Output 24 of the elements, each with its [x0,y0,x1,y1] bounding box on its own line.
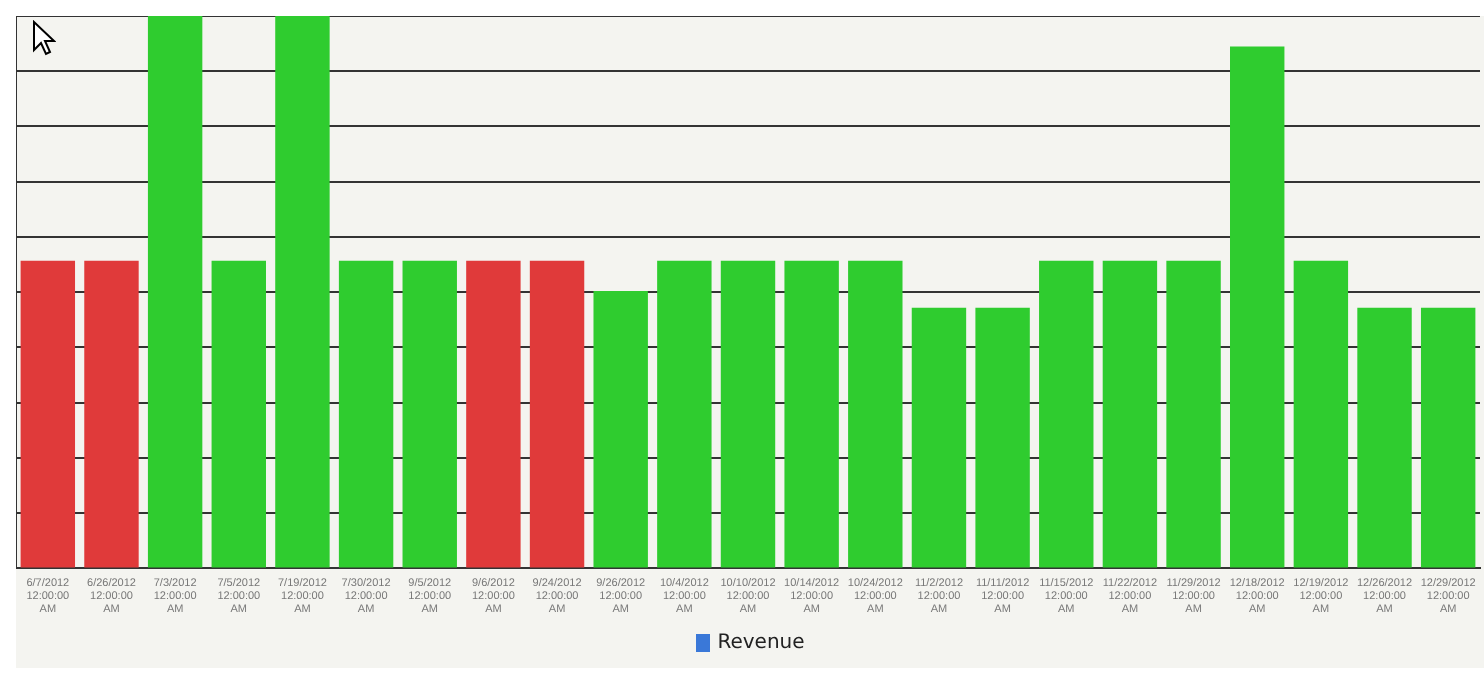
bar [1230,46,1285,568]
bar [911,307,967,568]
bar [975,307,1030,568]
text: Revenue [717,632,805,654]
bar [720,260,776,568]
bar [20,260,76,568]
bar [211,260,266,568]
bar [402,260,457,568]
bar [593,291,648,568]
bar [338,260,394,568]
bar [1166,260,1221,568]
bar [147,16,203,568]
bar [1293,260,1349,568]
bar [848,260,903,568]
bar [784,260,839,568]
bar [84,260,139,568]
bar [1102,260,1158,568]
bar [466,260,521,568]
bar [275,16,330,568]
bar [657,260,712,568]
bar [1039,260,1094,568]
bar [1357,307,1412,568]
bar [1420,307,1476,568]
bar [529,260,585,568]
